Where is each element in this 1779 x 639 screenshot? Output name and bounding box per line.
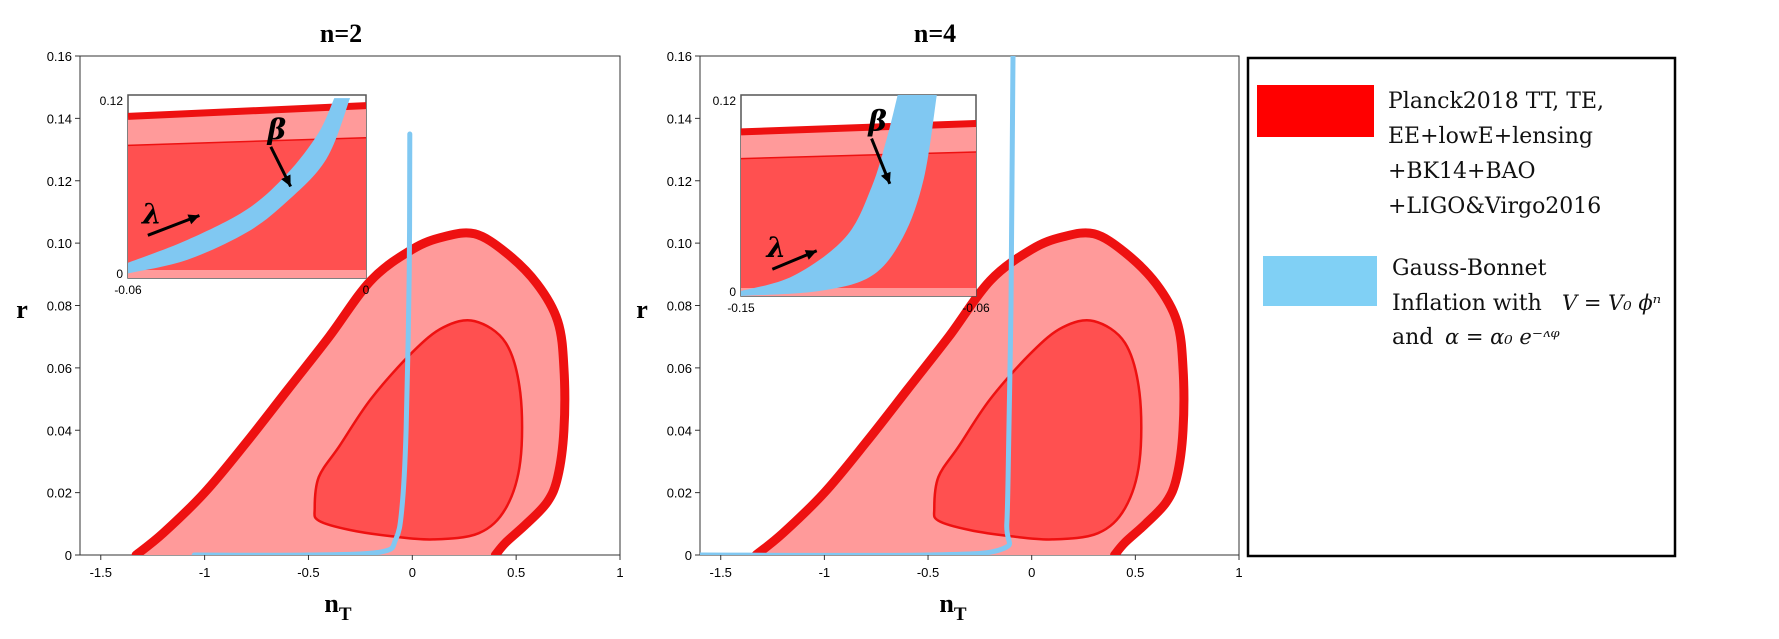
inset-label-lambda: λ: [766, 231, 787, 264]
y-tick-label: 0: [685, 548, 692, 563]
x-axis-label: nT: [939, 589, 966, 625]
legend-gb-line-2: Inflation with: [1392, 291, 1542, 316]
inset-label-beta: β: [267, 113, 287, 146]
x-tick-label: 1: [616, 565, 623, 580]
contour-1sigma: [313, 318, 524, 541]
x-tick-label: -0.5: [917, 565, 939, 580]
y-tick-label: 0.06: [667, 361, 692, 376]
y-tick-label: 0.04: [667, 423, 692, 438]
gauss-bonnet-band: [191, 131, 413, 555]
inset-plot-area: [128, 98, 366, 278]
legend-swatch-planck: [1257, 85, 1374, 137]
x-tick-label: -1.5: [710, 565, 732, 580]
legend-swatch-gauss-bonnet: [1263, 256, 1377, 306]
y-axis-label: r: [16, 295, 28, 324]
plot-area: [700, 56, 1189, 555]
inset-planck-edge: [741, 119, 976, 136]
panel-2: -1.5 -1 -0.5 0 0.5 1 0 0.02 0.04 0.06 0.08 0.10 0.12…: [636, 19, 1242, 625]
panel-title: n=2: [320, 19, 362, 48]
y-tick-label: 0.12: [667, 174, 692, 189]
inset: λ β -0.06 0 0 0.12: [100, 94, 370, 297]
panel-title: n=4: [914, 19, 956, 48]
inset-arrow-head: [281, 174, 291, 187]
legend-planck-line-3: +BK14+BAO: [1388, 159, 1536, 184]
y-tick-label: 0.02: [47, 486, 72, 501]
y-tick-label: 0.08: [667, 299, 692, 314]
x-tick-label: -0.5: [297, 565, 319, 580]
contour-2sigma-edge: [751, 228, 1189, 555]
y-tick-label: 0.10: [47, 236, 72, 251]
y-tick-label: 0.16: [667, 49, 692, 64]
y-tick-label: 0.04: [47, 423, 72, 438]
inset-gauss-bonnet-band: [741, 95, 937, 296]
inset-y-tick-label: 0.12: [100, 94, 124, 108]
inset-gauss-bonnet-band: [128, 98, 351, 274]
inset-label-lambda: λ: [141, 197, 162, 230]
contour-2sigma-edge: [131, 228, 570, 555]
x-tick-label: -1: [199, 565, 211, 580]
x-axis-label-subscript: T: [339, 604, 352, 625]
panel-1: -1.5 -1 -0.5 0 0.5 1 0 0.02 0.04 0.06 0.08 0.10 0.12…: [16, 19, 623, 625]
x-tick-label: 0.5: [507, 565, 525, 580]
y-tick-label: 0.08: [47, 299, 72, 314]
legend: Planck2018 TT, TE, EE+lowE+lensing +BK14…: [1246, 56, 1677, 558]
legend-gb-line-1: Gauss-Bonnet: [1392, 256, 1547, 281]
inset-arrow-head: [804, 250, 817, 260]
inset-plot-area: [741, 95, 976, 296]
y-tick-label: 0.14: [47, 111, 72, 126]
x-tick-label: 0: [1028, 565, 1035, 580]
plot-area: [131, 131, 570, 555]
inset-label-beta: β: [867, 105, 887, 138]
legend-planck-line-4: +LIGO&Virgo2016: [1388, 194, 1601, 219]
x-tick-label: -1: [819, 565, 831, 580]
inset-x-tick-label: -0.06: [962, 301, 990, 315]
x-tick-label: -1.5: [90, 565, 112, 580]
y-tick-label: 0.14: [667, 111, 692, 126]
legend-planck-line-1: Planck2018 TT, TE,: [1388, 89, 1604, 114]
y-tick-label: 0.06: [47, 361, 72, 376]
legend-gb-potential: V = V₀ ϕⁿ: [1562, 291, 1661, 315]
inset-planck-edge: [128, 102, 366, 120]
inset-arrow-head: [187, 214, 200, 225]
y-tick-label: 0.16: [47, 49, 72, 64]
inset-arrow-head: [880, 171, 891, 184]
legend-frame: [1246, 56, 1677, 558]
y-tick-label: 0: [65, 548, 72, 563]
contour-1sigma: [932, 318, 1143, 541]
inset: λ β -0.15 -0.06 0 0.12: [713, 94, 990, 315]
inset-y-tick-label: 0.12: [713, 94, 737, 108]
x-axis-label: nT: [324, 589, 351, 625]
inset-x-tick-label: -0.15: [727, 301, 755, 315]
inset-planck-inner-edge: [741, 151, 976, 160]
inset-x-tick-label: -0.06: [114, 283, 142, 297]
inset-y-tick-label: 0: [116, 267, 123, 281]
legend-planck-line-2: EE+lowE+lensing: [1388, 124, 1593, 149]
inset-y-tick-label: 0: [729, 285, 736, 299]
gauss-bonnet-band: [700, 56, 1016, 555]
y-tick-label: 0.12: [47, 174, 72, 189]
inset-x-tick-label: 0: [363, 283, 370, 297]
x-tick-label: 0.5: [1126, 565, 1144, 580]
x-tick-label: 1: [1235, 565, 1242, 580]
y-tick-label: 0.10: [667, 236, 692, 251]
y-tick-label: 0.02: [667, 486, 692, 501]
x-axis-label-subscript: T: [954, 604, 967, 625]
x-tick-label: 0: [409, 565, 416, 580]
legend-gb-coupling: α = α₀ e⁻ᶺᵠ: [1445, 325, 1560, 349]
y-axis-label: r: [636, 295, 648, 324]
legend-gb-line-3: and: [1392, 325, 1433, 350]
